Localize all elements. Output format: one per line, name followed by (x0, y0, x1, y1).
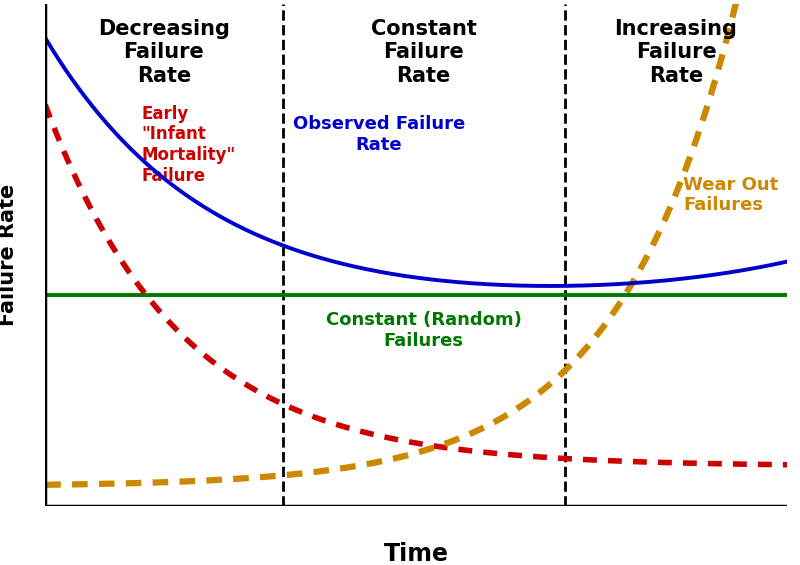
Text: Constant
Failure
Rate: Constant Failure Rate (370, 19, 477, 86)
Text: Constant (Random)
Failures: Constant (Random) Failures (326, 311, 522, 350)
Text: Observed Failure
Rate: Observed Failure Rate (293, 115, 466, 154)
Text: Decreasing
Failure
Rate: Decreasing Failure Rate (98, 19, 230, 86)
Text: Time: Time (384, 541, 449, 565)
Text: Failure Rate: Failure Rate (0, 184, 18, 327)
Text: Early
"Infant
Mortality"
Failure: Early "Infant Mortality" Failure (142, 105, 236, 185)
Text: Increasing
Failure
Rate: Increasing Failure Rate (614, 19, 738, 86)
Text: Wear Out
Failures: Wear Out Failures (683, 176, 778, 214)
